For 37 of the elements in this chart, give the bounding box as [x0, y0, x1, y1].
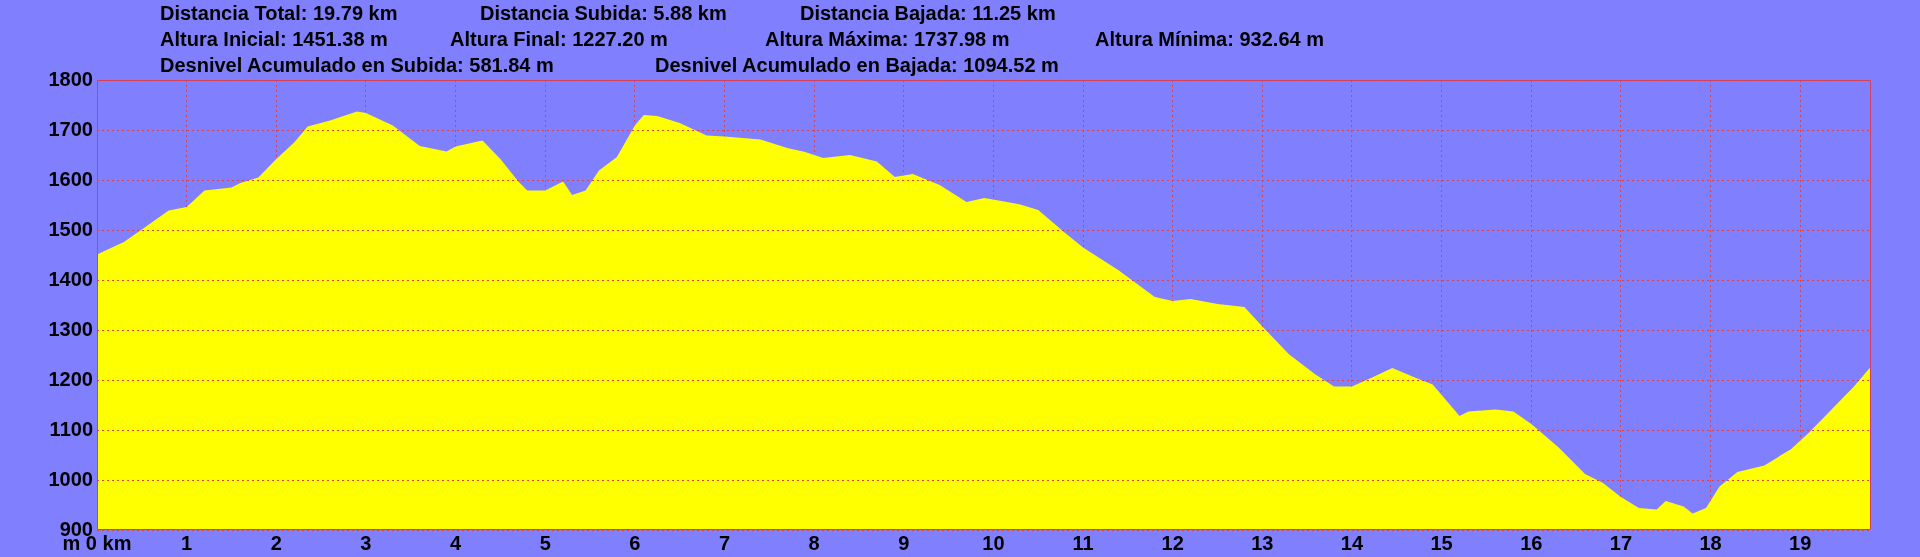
x-tick-label: 18	[1699, 531, 1722, 554]
x-tick-label: 4	[450, 531, 462, 554]
x-tick-label: 5	[539, 531, 551, 554]
text: Altura Máxima: 1737.98 m	[765, 28, 1010, 51]
x-tick-label: 8	[808, 531, 820, 554]
x-tick-label: 13	[1251, 531, 1274, 554]
x-tick-label: 12	[1161, 531, 1184, 554]
text: Distancia Total: 19.79 km	[160, 2, 398, 25]
y-tick-label: 1300	[48, 317, 93, 340]
text: Desnivel Acumulado en Subida: 581.84 m	[160, 54, 554, 77]
x-tick-label: 10	[982, 531, 1005, 554]
text: Altura Mínima: 932.64 m	[1095, 28, 1324, 51]
x-tick-label: 7	[718, 531, 731, 554]
x-tick-label: 16	[1520, 531, 1543, 554]
text: Desnivel Acumulado en Bajada: 1094.52 m	[655, 54, 1059, 77]
text: Altura Final: 1227.20 m	[450, 28, 668, 51]
y-tick-label: 1200	[48, 367, 93, 390]
text: Altura Inicial: 1451.38 m	[160, 28, 388, 51]
text: Distancia Bajada: 11.25 km	[800, 2, 1056, 25]
x-tick-label: 19	[1789, 531, 1812, 554]
y-tick-label: 1600	[48, 167, 93, 190]
y-tick-label: 1500	[48, 217, 93, 240]
x-tick-label: 3	[360, 531, 372, 554]
x-tick-label: 15	[1430, 531, 1453, 554]
y-tick-label: 1400	[48, 267, 93, 290]
x-tick-label: 11	[1072, 531, 1094, 554]
y-tick-label: 1000	[48, 467, 93, 490]
x-tick-label: 9	[898, 531, 910, 554]
text: Distancia Subida: 5.88 km	[480, 2, 727, 25]
y-tick-label: 1700	[48, 117, 93, 140]
y-tick-label: 1100	[49, 417, 93, 440]
x-tick-label: 17	[1609, 531, 1633, 554]
x-tick-label: 1	[181, 531, 193, 554]
x-tick-label: 14	[1340, 531, 1364, 554]
x-tick-label: 2	[270, 531, 282, 554]
y-tick-label: 1800	[48, 67, 93, 90]
x-tick-label: 6	[629, 531, 641, 554]
